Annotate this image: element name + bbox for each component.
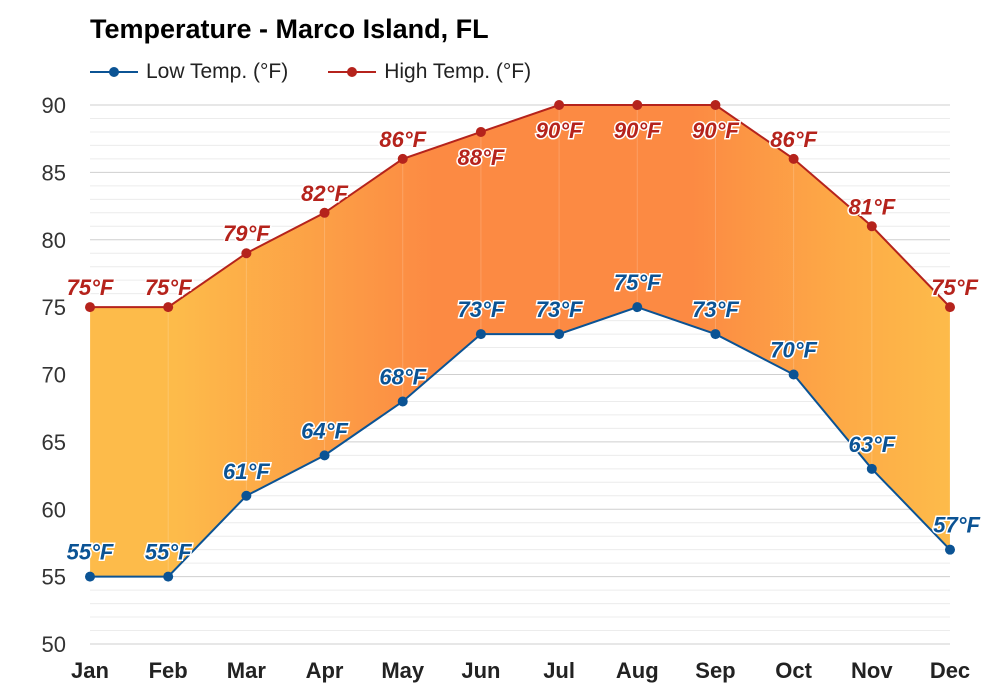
temperature-range-band	[90, 105, 950, 577]
data-label-low: 75°F	[614, 270, 661, 295]
x-tick-label: Oct	[775, 658, 812, 683]
data-point-high[interactable]	[866, 221, 877, 232]
x-tick-label: Feb	[149, 658, 188, 683]
y-tick-label: 90	[42, 93, 66, 118]
data-point-high[interactable]	[945, 302, 955, 313]
data-point-high[interactable]	[632, 100, 643, 110]
data-label-low: 63°F	[848, 432, 895, 457]
data-label-high: 86°F	[379, 127, 426, 152]
data-label-low: 73°F	[536, 297, 583, 322]
x-tick-label: Aug	[616, 658, 659, 683]
legend-item-low[interactable]: Low Temp. (°F)	[90, 60, 288, 84]
data-label-high: 90°F	[614, 118, 661, 143]
x-tick-label: Apr	[306, 658, 344, 683]
data-point-low[interactable]	[241, 490, 252, 501]
data-point-low[interactable]	[866, 463, 877, 474]
data-label-high: 79°F	[223, 221, 270, 246]
x-tick-label: Jun	[461, 658, 500, 683]
data-point-high[interactable]	[475, 126, 486, 137]
x-tick-label: Mar	[227, 658, 267, 683]
data-label-low: 70°F	[770, 338, 817, 363]
data-label-high: 88°F	[458, 145, 505, 170]
legend: Low Temp. (°F) High Temp. (°F)	[90, 60, 531, 84]
data-label-high: 90°F	[692, 118, 739, 143]
data-point-high[interactable]	[319, 207, 330, 218]
data-label-high: 75°F	[931, 275, 978, 300]
legend-swatch-low	[90, 67, 138, 77]
x-tick-label: May	[381, 658, 425, 683]
y-tick-label: 55	[42, 565, 66, 590]
y-tick-label: 80	[42, 228, 66, 253]
data-point-low[interactable]	[632, 302, 643, 313]
data-point-low[interactable]	[945, 544, 955, 555]
legend-label-low: Low Temp. (°F)	[146, 60, 289, 83]
data-label-high: 81°F	[848, 194, 895, 219]
chart-title: Temperature - Marco Island, FL	[90, 14, 489, 44]
y-tick-label: 70	[42, 363, 66, 388]
y-tick-label: 75	[42, 295, 66, 320]
data-label-high: 75°F	[67, 275, 114, 300]
x-tick-label: Jul	[543, 658, 575, 683]
data-point-high[interactable]	[554, 100, 565, 110]
data-label-high: 86°F	[770, 127, 817, 152]
data-point-low[interactable]	[710, 329, 721, 340]
data-label-low: 55°F	[67, 540, 114, 565]
x-tick-label: Dec	[930, 658, 970, 683]
data-point-high[interactable]	[397, 153, 408, 164]
data-point-high[interactable]	[85, 302, 95, 313]
data-point-low[interactable]	[85, 571, 95, 582]
legend-item-high[interactable]: High Temp. (°F)	[328, 60, 531, 84]
data-label-high: 82°F	[301, 181, 348, 206]
data-point-high[interactable]	[241, 248, 252, 259]
y-tick-label: 50	[42, 632, 66, 657]
data-label-low: 68°F	[379, 364, 426, 389]
y-tick-label: 85	[42, 160, 66, 185]
data-label-high: 90°F	[536, 118, 583, 143]
data-label-low: 57°F	[933, 513, 980, 538]
data-point-low[interactable]	[788, 369, 799, 380]
legend-label-high: High Temp. (°F)	[384, 60, 532, 83]
x-tick-label: Nov	[851, 658, 893, 683]
data-label-high: 75°F	[145, 275, 192, 300]
data-label-low: 73°F	[692, 297, 739, 322]
series-line-low	[90, 306, 951, 578]
data-point-low[interactable]	[319, 450, 330, 461]
data-point-high[interactable]	[788, 153, 799, 164]
data-point-low[interactable]	[475, 329, 486, 340]
data-point-low[interactable]	[554, 329, 565, 340]
legend-swatch-high	[328, 67, 377, 77]
data-label-low: 73°F	[458, 297, 505, 322]
data-point-low[interactable]	[163, 571, 174, 582]
data-point-high[interactable]	[163, 302, 174, 313]
data-label-low: 61°F	[223, 459, 270, 484]
x-tick-label: Jan	[71, 658, 109, 683]
data-point-low[interactable]	[397, 396, 408, 407]
series-line-high	[90, 104, 951, 309]
y-tick-label: 65	[42, 430, 66, 455]
data-point-high[interactable]	[710, 100, 721, 110]
x-tick-label: Sep	[695, 658, 735, 683]
data-label-low: 64°F	[301, 418, 348, 443]
y-tick-label: 60	[42, 497, 66, 522]
data-label-low: 55°F	[145, 540, 192, 565]
